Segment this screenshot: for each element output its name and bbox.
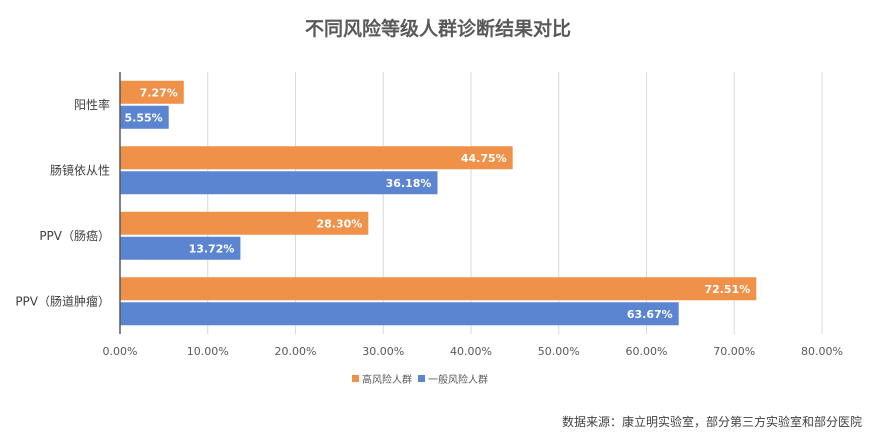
category-label: PPV（肠癌）: [39, 228, 110, 243]
x-tick-label: 70.00%: [713, 345, 755, 358]
bar-high-risk: [120, 80, 184, 104]
bar-high-risk: [120, 277, 757, 301]
data-label: 28.30%: [317, 217, 363, 230]
category-label: PPV（肠道肿瘤）: [15, 293, 110, 308]
legend-item-high-risk: 高风险人群: [352, 371, 412, 386]
data-label: 13.72%: [189, 242, 235, 255]
x-tick-label: 10.00%: [187, 345, 229, 358]
x-tick-label: 30.00%: [362, 345, 404, 358]
bar-general-risk: [120, 302, 679, 326]
x-tick-label: 40.00%: [450, 345, 492, 358]
x-tick-label: 20.00%: [275, 345, 317, 358]
data-label: 36.18%: [386, 177, 432, 190]
x-tick-label: 80.00%: [801, 345, 843, 358]
x-tick-label: 0.00%: [103, 345, 138, 358]
bar-high-risk: [120, 146, 513, 170]
data-label: 44.75%: [461, 152, 507, 165]
data-label: 5.55%: [125, 111, 163, 124]
legend-label-general-risk: 一般风险人群: [428, 375, 488, 386]
bar-general-risk: [120, 236, 241, 260]
bar-high-risk: [120, 211, 369, 235]
data-label: 63.67%: [627, 308, 673, 321]
category-label: 阳性率: [74, 97, 110, 112]
data-label: 72.51%: [704, 283, 750, 296]
bar-general-risk: [120, 105, 169, 129]
data-source-note: 数据来源：康立明实验室，部分第三方实验室和部分医院: [561, 415, 862, 429]
legend-swatch-high-risk: [352, 375, 359, 382]
legend: 高风险人群 一般风险人群: [0, 371, 840, 386]
legend-item-general-risk: 一般风险人群: [418, 371, 488, 386]
x-tick-label: 60.00%: [626, 345, 668, 358]
x-tick-label: 50.00%: [538, 345, 580, 358]
legend-swatch-general-risk: [418, 375, 425, 382]
data-label: 7.27%: [140, 86, 178, 99]
legend-label-high-risk: 高风险人群: [362, 375, 412, 386]
category-label: 肠镜依从性: [50, 162, 110, 177]
chart-title: 不同风险等级人群诊断结果对比: [304, 18, 571, 40]
bar-general-risk: [120, 171, 438, 195]
